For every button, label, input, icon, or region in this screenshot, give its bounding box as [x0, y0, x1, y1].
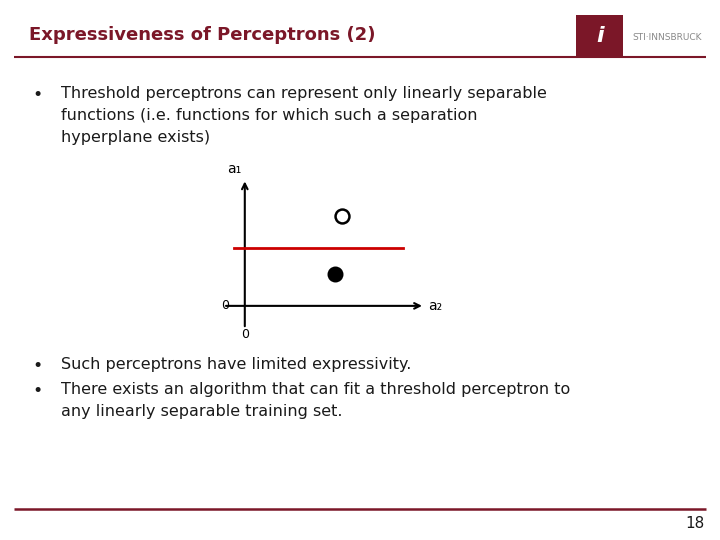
Text: hyperplane exists): hyperplane exists)	[61, 130, 210, 145]
Point	[329, 270, 341, 279]
Text: STI·INNSBRUCK: STI·INNSBRUCK	[632, 33, 702, 42]
Point	[336, 212, 348, 220]
Text: •: •	[32, 357, 42, 375]
FancyBboxPatch shape	[576, 15, 623, 57]
Text: There exists an algorithm that can fit a threshold perceptron to: There exists an algorithm that can fit a…	[61, 382, 570, 397]
Text: 0: 0	[240, 328, 249, 341]
Text: a₂: a₂	[428, 299, 443, 313]
Text: Threshold perceptrons can represent only linearly separable: Threshold perceptrons can represent only…	[61, 86, 547, 102]
Text: Expressiveness of Perceptrons (2): Expressiveness of Perceptrons (2)	[29, 26, 375, 44]
Text: i: i	[596, 25, 603, 46]
Text: Such perceptrons have limited expressivity.: Such perceptrons have limited expressivi…	[61, 357, 412, 373]
Text: •: •	[32, 382, 42, 400]
Text: 0: 0	[221, 299, 229, 312]
Text: functions (i.e. functions for which such a separation: functions (i.e. functions for which such…	[61, 108, 477, 123]
Text: •: •	[32, 86, 42, 104]
Text: a₁: a₁	[227, 161, 241, 176]
Text: 18: 18	[685, 516, 704, 531]
Text: any linearly separable training set.: any linearly separable training set.	[61, 404, 343, 419]
